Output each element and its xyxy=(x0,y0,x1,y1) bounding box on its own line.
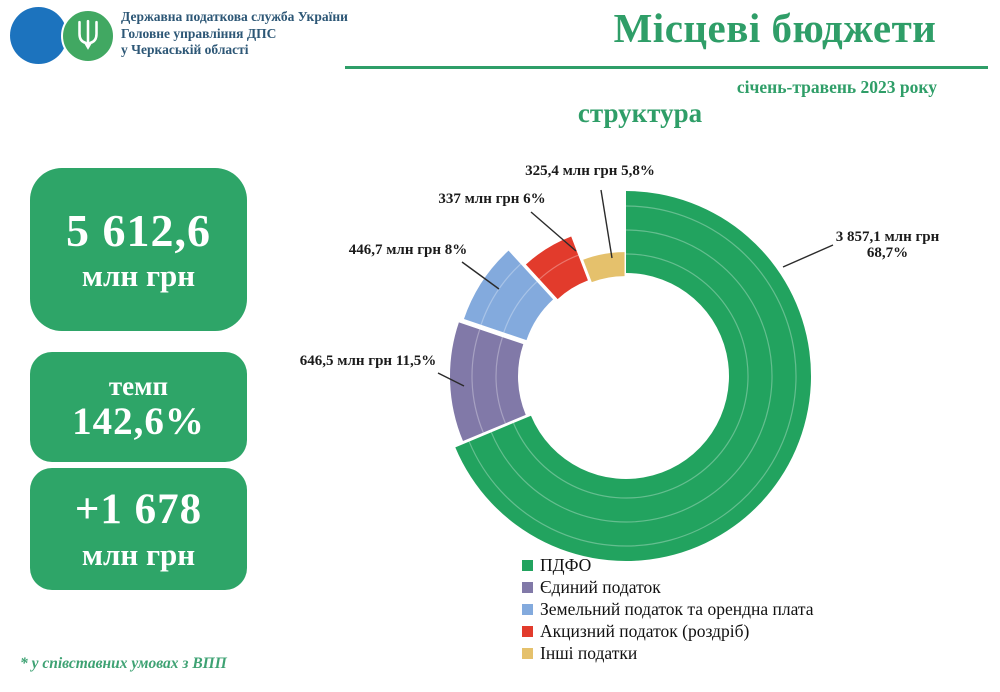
ring-seam xyxy=(503,281,538,333)
logo-green-circle xyxy=(61,9,115,63)
leader-line-inshi xyxy=(600,189,613,259)
report-period: січень-травень 2023 року xyxy=(736,77,937,97)
ring-seam xyxy=(490,229,773,523)
kpi-delta-unit: млн грн xyxy=(81,537,196,572)
kpi-delta-value: +1 678 xyxy=(74,486,203,533)
legend-item: Єдиний податок xyxy=(522,576,814,598)
title-underline xyxy=(345,66,988,69)
kpi-total-revenue: 5 612,6 млн грн xyxy=(30,168,247,331)
ring-seam xyxy=(468,205,797,547)
org-name-line: Головне управління ДПС xyxy=(121,25,277,41)
chart-title: структура xyxy=(577,98,703,128)
org-name-line: у Черкаській області xyxy=(121,42,249,57)
kpi-growth-rate: темп 142,6% xyxy=(30,352,247,462)
footnote: * у співставних умовах з ВПП xyxy=(20,655,227,672)
doughnut-slices xyxy=(450,191,812,561)
org-name-line: Державна податкова служба України xyxy=(121,9,348,24)
legend-swatch-zemelny xyxy=(522,603,533,615)
ring-seam xyxy=(539,254,579,280)
doughnut-slice-0 xyxy=(455,191,812,561)
kpi-total-unit: млн грн xyxy=(81,257,196,293)
legend-swatch-pdfo xyxy=(522,559,533,571)
ring-seam xyxy=(480,263,522,325)
org-name: Державна податкова служба України Головн… xyxy=(121,9,451,59)
kpi-increase: +1 678 млн грн xyxy=(30,468,247,590)
slice-label-akcyz: 337 млн грн 6% xyxy=(438,191,546,207)
leader-line-zemelny xyxy=(461,261,500,290)
slice-label-pdfo: 3 857,1 млн грн 68,7% xyxy=(835,229,940,261)
logo-blue-circle xyxy=(10,7,67,64)
legend-swatch-edyny xyxy=(522,581,533,593)
page-title: Місцеві бюджети xyxy=(613,5,937,51)
legend-item: ПДФО xyxy=(522,554,814,576)
legend-item: Земельний податок та орендна плата xyxy=(522,598,814,620)
kpi-total-value: 5 612,6 xyxy=(66,204,211,256)
kpi-tempo-label: темп xyxy=(108,371,169,401)
doughnut-slice-2 xyxy=(463,250,554,341)
slice-label-zemelny: 446,7 млн грн 8% xyxy=(348,242,468,258)
leader-line-pdfo xyxy=(782,244,834,268)
legend-item: Інші податки xyxy=(522,642,814,664)
slice-label-inshi: 325,4 млн грн 5,8% xyxy=(525,163,655,179)
leader-line-akcyz xyxy=(530,211,577,252)
ring-seam xyxy=(471,329,484,433)
leader-line-edyny xyxy=(437,372,465,387)
doughnut-slice-4 xyxy=(583,252,625,283)
slice-label-edyny: 646,5 млн грн 11,5% xyxy=(299,353,437,369)
legend-swatch-inshi xyxy=(522,647,533,659)
doughnut-slice-1 xyxy=(450,322,526,442)
leader-lines xyxy=(437,189,834,387)
doughnut-slice-3 xyxy=(525,236,588,300)
legend-item: Акцизний податок (роздріб) xyxy=(522,620,814,642)
trident-icon xyxy=(78,19,98,50)
ring-seam xyxy=(495,336,506,424)
legend-swatch-akcyz xyxy=(522,625,533,637)
chart-legend: ПДФО Єдиний податок Земельний податок та… xyxy=(522,554,814,664)
kpi-tempo-value: 142,6% xyxy=(72,400,205,443)
ring-seam xyxy=(512,253,749,499)
